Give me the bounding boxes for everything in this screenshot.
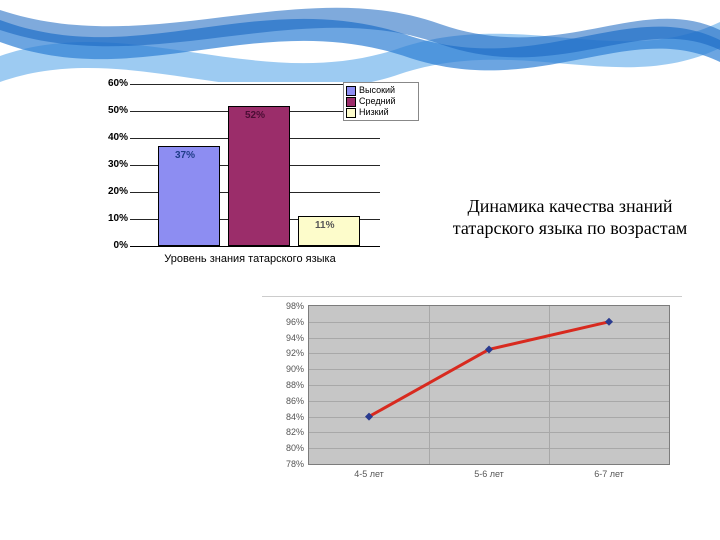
line-chart-heading: Динамика качества знаний татарского язык… — [440, 195, 700, 239]
bar-value-label: 52% — [245, 110, 265, 121]
bar-ytick-label: 60% — [90, 78, 128, 89]
line-xtick-label: 4-5 лет — [309, 469, 429, 479]
line-ytick-label: 90% — [262, 364, 304, 374]
line-marker — [605, 318, 613, 326]
line-series — [309, 306, 669, 464]
line-ytick-label: 96% — [262, 317, 304, 327]
line-ytick-label: 82% — [262, 427, 304, 437]
bar-ytick-label: 0% — [90, 240, 128, 251]
legend-label: Низкий — [359, 107, 389, 118]
legend-swatch — [346, 97, 356, 107]
line-ytick-label: 86% — [262, 396, 304, 406]
line-ytick-label: 80% — [262, 443, 304, 453]
line-xtick-label: 6-7 лет — [549, 469, 669, 479]
legend-swatch — [346, 108, 356, 118]
line-chart: 78% 80% 82% 84% 86% 88% 90% 92% 94% 96% 98% 4-5 ле… — [262, 296, 682, 497]
bar-value-label: 37% — [175, 150, 195, 161]
bar-ytick-label: 30% — [90, 159, 128, 170]
legend-label: Средний — [359, 96, 396, 107]
line-ytick-label: 94% — [262, 333, 304, 343]
bar-ytick-label: 40% — [90, 132, 128, 143]
bar-ytick-label: 50% — [90, 105, 128, 116]
bar-chart-legend: ВысокийСреднийНизкий — [343, 82, 419, 121]
legend-item: Средний — [346, 96, 416, 107]
legend-item: Высокий — [346, 85, 416, 96]
line-ytick-label: 98% — [262, 301, 304, 311]
line-xtick-label: 5-6 лет — [429, 469, 549, 479]
legend-label: Высокий — [359, 85, 395, 96]
bar-value-label: 11% — [315, 220, 334, 231]
bar-chart-title: Уровень знания татарского языка — [90, 253, 410, 265]
bar — [228, 106, 290, 246]
line-ytick-label: 84% — [262, 412, 304, 422]
legend-item: Низкий — [346, 107, 416, 118]
line-ytick-label: 78% — [262, 459, 304, 469]
line-plot-area — [308, 305, 670, 465]
bar-ytick-label: 10% — [90, 213, 128, 224]
line-ytick-label: 88% — [262, 380, 304, 390]
bar-ytick-label: 20% — [90, 186, 128, 197]
line-ytick-label: 92% — [262, 348, 304, 358]
legend-swatch — [346, 86, 356, 96]
slide: 0% 10% 20% 30% 40% 50% 60% 37% 52% 11% Уровень з… — [0, 0, 720, 540]
